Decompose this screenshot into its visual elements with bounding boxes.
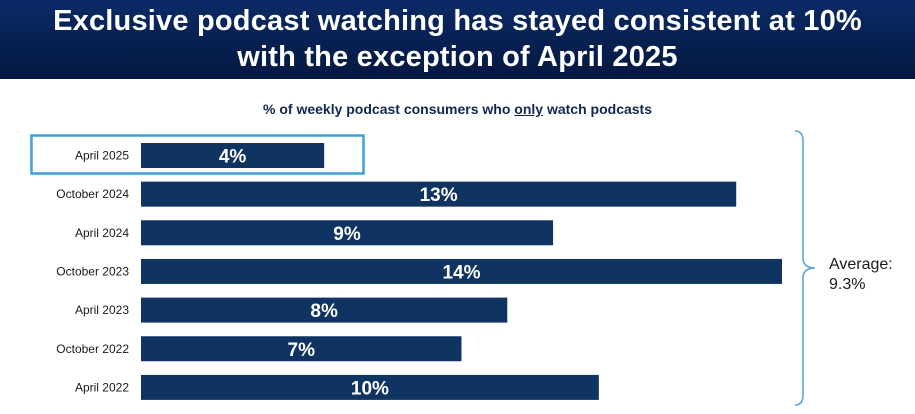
average-value: 9.3%	[829, 276, 866, 293]
bar	[141, 297, 508, 323]
subtitle-part-1: % of weekly podcast consumers who	[263, 101, 515, 117]
category-label: April 2023	[75, 303, 129, 317]
highlight-box	[30, 134, 365, 175]
bar	[141, 143, 325, 168]
title-line-1: Exclusive podcast watching has stayed co…	[53, 5, 862, 37]
category-label: October 2022	[56, 342, 129, 356]
category-label: October 2023	[56, 264, 129, 278]
average-brace	[794, 130, 816, 406]
subtitle-emphasis: only	[514, 101, 544, 117]
data-label: 10%	[351, 378, 389, 399]
subtitle-part-3: watch podcasts	[543, 101, 652, 117]
average-annotation: Average: 9.3%	[829, 255, 893, 295]
chart-subtitle: % of weekly podcast consumers who only w…	[0, 101, 915, 117]
category-label: October 2024	[56, 187, 129, 201]
bar	[141, 258, 782, 284]
data-label: 7%	[288, 340, 316, 361]
data-label: 4%	[219, 147, 247, 168]
average-label: Average:	[829, 256, 893, 273]
data-label: 13%	[420, 185, 458, 206]
bar	[141, 220, 554, 246]
data-label: 9%	[333, 224, 361, 245]
category-label: April 2022	[75, 380, 129, 394]
category-label: April 2025	[75, 149, 129, 163]
bar	[141, 336, 462, 362]
bar	[141, 181, 737, 207]
data-label: 8%	[310, 301, 338, 322]
bar	[141, 374, 599, 400]
data-label: 14%	[442, 262, 480, 283]
category-label: April 2024	[75, 226, 129, 240]
title-line-2: with the exception of April 2025	[237, 41, 678, 73]
title-banner: Exclusive podcast watching has stayed co…	[0, 0, 915, 79]
